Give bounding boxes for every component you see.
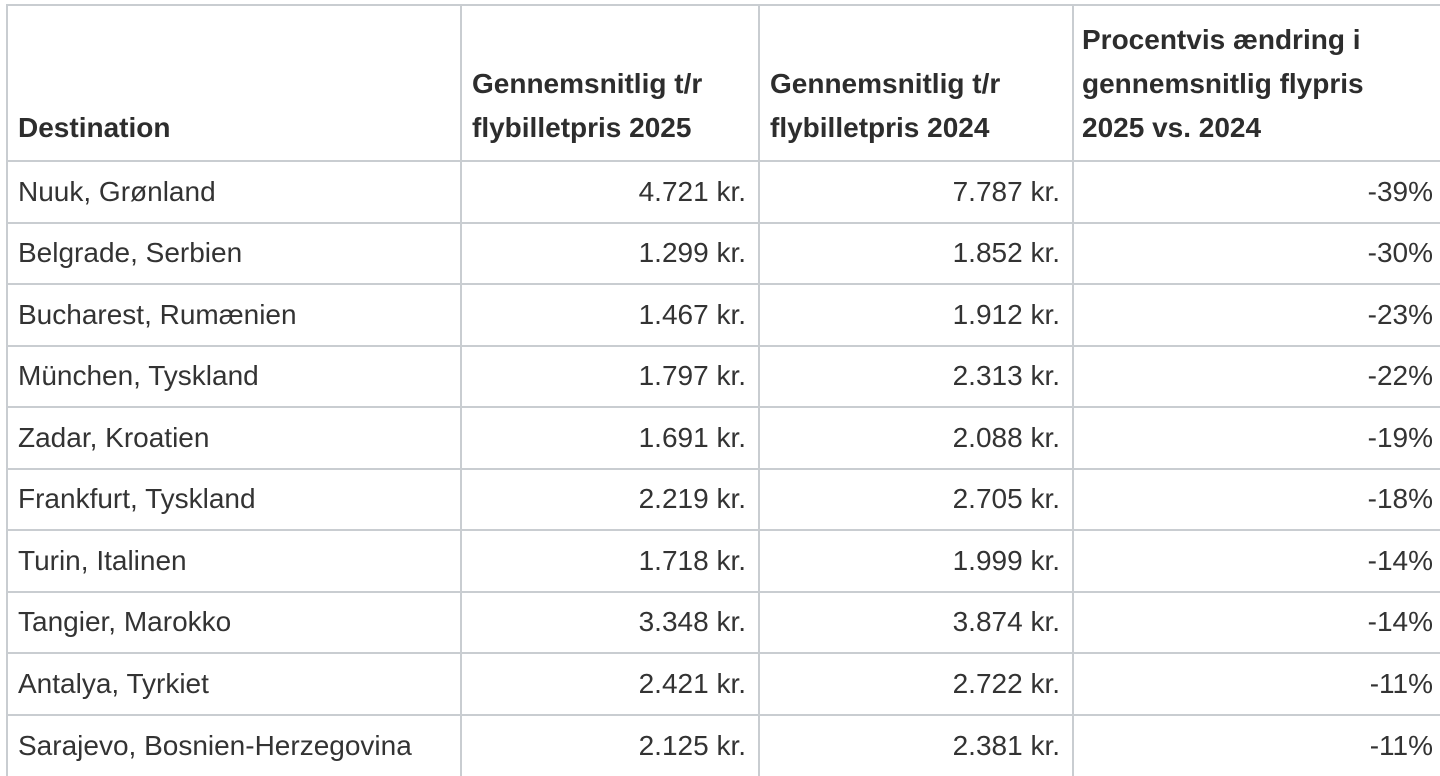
cell-destination: Tangier, Marokko bbox=[7, 592, 461, 654]
cell-price-2025: 2.125 kr. bbox=[461, 715, 759, 776]
cell-pct-change: -19% bbox=[1073, 407, 1440, 469]
column-header-destination: Destination bbox=[7, 5, 461, 161]
cell-price-2025: 2.421 kr. bbox=[461, 653, 759, 715]
table-row: Antalya, Tyrkiet 2.421 kr. 2.722 kr. -11… bbox=[7, 653, 1440, 715]
cell-price-2024: 2.705 kr. bbox=[759, 469, 1073, 531]
header-row: Destination Gennemsnitlig t/r flybilletp… bbox=[7, 5, 1440, 161]
cell-destination: München, Tyskland bbox=[7, 346, 461, 408]
table-row: Nuuk, Grønland 4.721 kr. 7.787 kr. -39% bbox=[7, 161, 1440, 223]
table-row: München, Tyskland 1.797 kr. 2.313 kr. -2… bbox=[7, 346, 1440, 408]
cell-price-2024: 1.852 kr. bbox=[759, 223, 1073, 285]
cell-destination: Sarajevo, Bosnien-Herzegovina bbox=[7, 715, 461, 776]
table-row: Sarajevo, Bosnien-Herzegovina 2.125 kr. … bbox=[7, 715, 1440, 776]
cell-price-2025: 1.718 kr. bbox=[461, 530, 759, 592]
table-row: Frankfurt, Tyskland 2.219 kr. 2.705 kr. … bbox=[7, 469, 1440, 531]
cell-pct-change: -14% bbox=[1073, 592, 1440, 654]
cell-price-2024: 1.912 kr. bbox=[759, 284, 1073, 346]
cell-pct-change: -11% bbox=[1073, 653, 1440, 715]
column-header-avg-price-2024: Gennemsnitlig t/r flybilletpris 2024 bbox=[759, 5, 1073, 161]
table-row: Bucharest, Rumænien 1.467 kr. 1.912 kr. … bbox=[7, 284, 1440, 346]
cell-price-2025: 2.219 kr. bbox=[461, 469, 759, 531]
cell-destination: Turin, Italinen bbox=[7, 530, 461, 592]
column-header-avg-price-2025: Gennemsnitlig t/r flybilletpris 2025 bbox=[461, 5, 759, 161]
cell-price-2024: 3.874 kr. bbox=[759, 592, 1073, 654]
cell-price-2025: 1.467 kr. bbox=[461, 284, 759, 346]
cell-pct-change: -14% bbox=[1073, 530, 1440, 592]
cell-price-2024: 2.722 kr. bbox=[759, 653, 1073, 715]
cell-price-2024: 7.787 kr. bbox=[759, 161, 1073, 223]
cell-price-2025: 3.348 kr. bbox=[461, 592, 759, 654]
cell-destination: Nuuk, Grønland bbox=[7, 161, 461, 223]
cell-price-2025: 1.299 kr. bbox=[461, 223, 759, 285]
cell-price-2024: 2.313 kr. bbox=[759, 346, 1073, 408]
cell-price-2024: 2.381 kr. bbox=[759, 715, 1073, 776]
cell-price-2025: 4.721 kr. bbox=[461, 161, 759, 223]
cell-price-2024: 1.999 kr. bbox=[759, 530, 1073, 592]
cell-pct-change: -30% bbox=[1073, 223, 1440, 285]
cell-destination: Antalya, Tyrkiet bbox=[7, 653, 461, 715]
table-row: Tangier, Marokko 3.348 kr. 3.874 kr. -14… bbox=[7, 592, 1440, 654]
cell-destination: Bucharest, Rumænien bbox=[7, 284, 461, 346]
cell-destination: Zadar, Kroatien bbox=[7, 407, 461, 469]
column-header-pct-change: Procentvis ændring i gennemsnitlig flypr… bbox=[1073, 5, 1440, 161]
cell-destination: Frankfurt, Tyskland bbox=[7, 469, 461, 531]
cell-price-2025: 1.691 kr. bbox=[461, 407, 759, 469]
flight-price-table: Destination Gennemsnitlig t/r flybilletp… bbox=[6, 4, 1440, 776]
cell-price-2025: 1.797 kr. bbox=[461, 346, 759, 408]
table-row: Turin, Italinen 1.718 kr. 1.999 kr. -14% bbox=[7, 530, 1440, 592]
cell-pct-change: -23% bbox=[1073, 284, 1440, 346]
cell-pct-change: -11% bbox=[1073, 715, 1440, 776]
cell-price-2024: 2.088 kr. bbox=[759, 407, 1073, 469]
table-row: Zadar, Kroatien 1.691 kr. 2.088 kr. -19% bbox=[7, 407, 1440, 469]
cell-pct-change: -22% bbox=[1073, 346, 1440, 408]
cell-destination: Belgrade, Serbien bbox=[7, 223, 461, 285]
table-row: Belgrade, Serbien 1.299 kr. 1.852 kr. -3… bbox=[7, 223, 1440, 285]
cell-pct-change: -39% bbox=[1073, 161, 1440, 223]
cell-pct-change: -18% bbox=[1073, 469, 1440, 531]
